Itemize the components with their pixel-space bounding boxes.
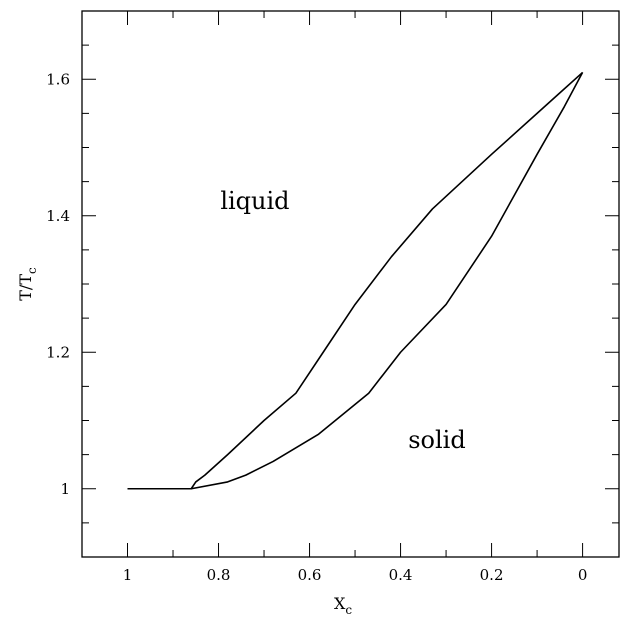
x-axis-label: Xc [334,594,352,617]
tick-labels: 1 0.8 0.6 0.4 0.2 0 1 1.2 1.4 1.6 [46,70,587,584]
tick-marks [81,10,619,558]
x-tick-label: 0.2 [480,566,504,584]
x-tick-label: 0.8 [207,566,231,584]
x-axis-label-subscript: c [345,603,352,617]
series-line-2 [191,72,584,490]
y-axis-label-subscript: c [25,267,39,274]
y-axis-label-main: T/T [16,274,35,301]
y-tick-label: 1.6 [46,70,70,88]
x-tick-label: 0 [578,566,588,584]
series-lines [127,71,584,490]
y-tick-label: 1 [60,480,70,498]
region-labels: liquid solid [220,187,465,454]
y-tick-label: 1.2 [46,343,70,361]
region-label-solid: solid [408,426,465,454]
y-axis-label: T/Tc [16,267,39,301]
x-tick-label: 0.6 [298,566,322,584]
x-axis-label-main: X [334,594,346,613]
y-tick-label: 1.4 [46,207,70,225]
region-label-liquid: liquid [220,187,289,215]
series-line-1 [127,71,584,490]
x-tick-label: 0.4 [389,566,413,584]
plot-frame [81,10,620,558]
x-tick-label: 1 [123,566,133,584]
